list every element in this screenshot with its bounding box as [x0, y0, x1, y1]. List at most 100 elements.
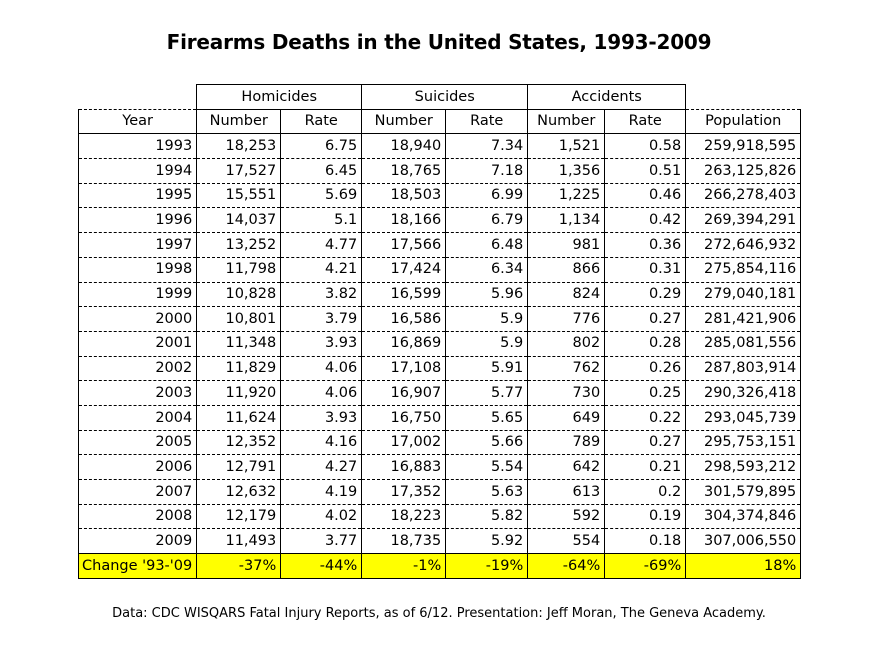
table-row: 2002 11,829 4.06 17,108 5.91 762 0.26 287,803,9…	[77, 355, 802, 382]
change-homicides-number-cell: -37%	[196, 553, 282, 579]
table-row: 2001 11,348 3.93 16,869 5.9 802 0.28 285,081,55…	[77, 330, 802, 357]
accidents-number-cell: 1,134	[527, 207, 606, 234]
accidents-number-cell: 613	[527, 479, 606, 505]
population-cell: 293,045,739	[685, 404, 802, 431]
suicides-number-cell: 18,940	[361, 133, 447, 160]
population-cell: 275,854,116	[685, 256, 802, 283]
homicides-number-cell: 11,798	[196, 256, 282, 283]
homicides-number-cell: 10,801	[196, 306, 282, 332]
table-row: 1998 11,798 4.21 17,424 6.34 866 0.31 275,854,1…	[77, 256, 802, 283]
accidents-rate-cell: 0.25	[604, 380, 687, 406]
table-row: 1997 13,252 4.77 17,566 6.48 981 0.36 272,646,9…	[77, 232, 802, 258]
population-cell: 279,040,181	[685, 281, 802, 308]
year-cell: 1995	[77, 182, 198, 209]
homicides-rate-cell: 4.19	[280, 479, 363, 505]
homicides-number-cell: 11,920	[196, 380, 282, 406]
change-accidents-rate-cell: -69%	[604, 553, 687, 579]
column-header-homicides-number: Number	[196, 108, 282, 135]
suicides-number-cell: 16,586	[361, 306, 447, 332]
accidents-rate-cell: 0.51	[604, 158, 687, 184]
table-row: 2003 11,920 4.06 16,907 5.77 730 0.25 290,326,4…	[77, 380, 802, 406]
homicides-number-cell: 11,348	[196, 330, 282, 357]
accidents-rate-cell: 0.22	[604, 404, 687, 431]
table-row: 2000 10,801 3.79 16,586 5.9 776 0.27 281,421,90…	[77, 306, 802, 332]
column-header-year: Year	[77, 108, 198, 135]
homicides-number-cell: 11,493	[196, 528, 282, 555]
homicides-rate-cell: 3.93	[280, 330, 363, 357]
homicides-rate-cell: 5.69	[280, 182, 363, 209]
homicides-rate-cell: 6.75	[280, 133, 363, 160]
suicides-number-cell: 16,599	[361, 281, 447, 308]
homicides-number-cell: 12,352	[196, 429, 282, 456]
year-cell: 2009	[77, 528, 198, 555]
suicides-rate-cell: 5.54	[445, 454, 529, 480]
change-suicides-number-cell: -1%	[361, 553, 447, 579]
accidents-number-cell: 730	[527, 380, 606, 406]
population-cell: 259,918,595	[685, 133, 802, 160]
suicides-number-cell: 18,503	[361, 182, 447, 209]
population-cell: 290,326,418	[685, 380, 802, 406]
accidents-rate-cell: 0.36	[604, 232, 687, 258]
table-row: 1994 17,527 6.45 18,765 7.18 1,356 0.51 263,125…	[77, 158, 802, 184]
suicides-rate-cell: 5.66	[445, 429, 529, 456]
suicides-rate-cell: 7.34	[445, 133, 529, 160]
suicides-number-cell: 17,424	[361, 256, 447, 283]
population-cell: 263,125,826	[685, 158, 802, 184]
column-header-suicides-rate: Rate	[445, 108, 529, 135]
column-header-homicides-rate: Rate	[280, 108, 363, 135]
population-cell: 285,081,556	[685, 330, 802, 357]
suicides-rate-cell: 5.92	[445, 528, 529, 555]
homicides-rate-cell: 4.21	[280, 256, 363, 283]
homicides-rate-cell: 3.79	[280, 306, 363, 332]
change-label-cell: Change '93-'09	[77, 553, 198, 579]
population-cell: 269,394,291	[685, 207, 802, 234]
suicides-number-cell: 18,765	[361, 158, 447, 184]
accidents-rate-cell: 0.27	[604, 429, 687, 456]
column-header-suicides-number: Number	[361, 108, 447, 135]
accidents-number-cell: 1,356	[527, 158, 606, 184]
suicides-number-cell: 17,108	[361, 355, 447, 382]
accidents-number-cell: 642	[527, 454, 606, 480]
column-header-accidents-rate: Rate	[604, 108, 687, 135]
homicides-number-cell: 12,179	[196, 503, 282, 530]
group-header-homicides: Homicides	[196, 84, 363, 110]
table-row: 2009 11,493 3.77 18,735 5.92 554 0.18 307,006,5…	[77, 528, 802, 555]
accidents-number-cell: 649	[527, 404, 606, 431]
accidents-number-cell: 789	[527, 429, 606, 456]
homicides-number-cell: 11,624	[196, 404, 282, 431]
table-row: 2004 11,624 3.93 16,750 5.65 649 0.22 293,045,7…	[77, 404, 802, 431]
population-cell: 266,278,403	[685, 182, 802, 209]
year-cell: 2008	[77, 503, 198, 530]
accidents-rate-cell: 0.58	[604, 133, 687, 160]
suicides-rate-cell: 6.48	[445, 232, 529, 258]
homicides-rate-cell: 4.02	[280, 503, 363, 530]
column-header-row: Year Number Rate Number Rate Number Rate…	[77, 108, 802, 135]
table-row: 2005 12,352 4.16 17,002 5.66 789 0.27 295,753,1…	[77, 429, 802, 456]
homicides-number-cell: 12,632	[196, 479, 282, 505]
suicides-rate-cell: 6.79	[445, 207, 529, 234]
homicides-number-cell: 10,828	[196, 281, 282, 308]
accidents-rate-cell: 0.46	[604, 182, 687, 209]
suicides-rate-cell: 5.65	[445, 404, 529, 431]
population-cell: 272,646,932	[685, 232, 802, 258]
table-row: 1995 15,551 5.69 18,503 6.99 1,225 0.46 266,278…	[77, 182, 802, 209]
suicides-number-cell: 17,002	[361, 429, 447, 456]
suicides-rate-cell: 5.9	[445, 330, 529, 357]
change-accidents-number-cell: -64%	[527, 553, 606, 579]
homicides-rate-cell: 5.1	[280, 207, 363, 234]
population-cell: 307,006,550	[685, 528, 802, 555]
group-header-blank	[686, 85, 801, 110]
year-cell: 1997	[77, 232, 198, 258]
suicides-number-cell: 17,352	[361, 479, 447, 505]
year-cell: 2004	[77, 404, 198, 431]
accidents-rate-cell: 0.18	[604, 528, 687, 555]
column-header-population: Population	[685, 108, 802, 135]
population-cell: 281,421,906	[685, 306, 802, 332]
accidents-rate-cell: 0.31	[604, 256, 687, 283]
change-homicides-rate-cell: -44%	[280, 553, 363, 579]
table-row: 2006 12,791 4.27 16,883 5.54 642 0.21 298,593,2…	[77, 454, 802, 480]
population-cell: 301,579,895	[685, 479, 802, 505]
suicides-rate-cell: 5.82	[445, 503, 529, 530]
accidents-number-cell: 1,521	[527, 133, 606, 160]
year-cell: 2007	[77, 479, 198, 505]
